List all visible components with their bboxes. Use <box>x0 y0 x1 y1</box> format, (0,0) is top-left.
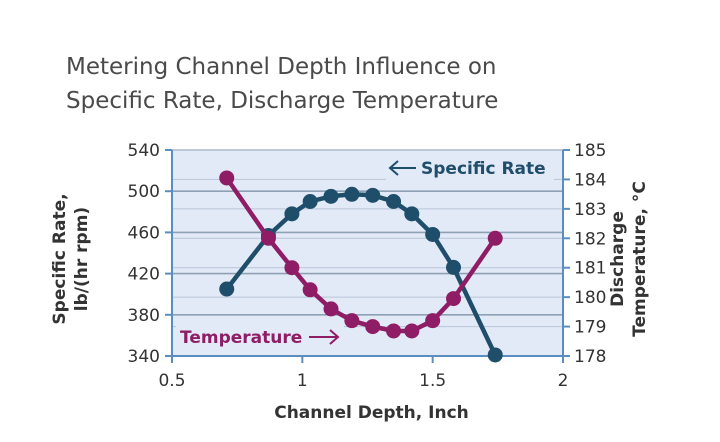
data-point-specific-rate-12 <box>487 347 503 363</box>
y2-tick-label-180: 180 <box>574 288 606 308</box>
y2-tick-label-183: 183 <box>574 200 606 220</box>
y2-tick-label-182: 182 <box>574 229 606 249</box>
data-point-specific-rate-1 <box>219 281 235 297</box>
data-point-specific-rate-3 <box>284 206 300 222</box>
data-point-specific-rate-11 <box>446 259 462 275</box>
y2-axis-title: Discharge Temperature, °C <box>608 181 650 337</box>
data-point-temperature-4 <box>302 282 318 298</box>
x-tick-label-2: 2 <box>558 371 569 391</box>
y2-tick-label-179: 179 <box>574 318 606 338</box>
y2-tick-label-181: 181 <box>574 259 606 279</box>
data-point-temperature-1 <box>219 170 235 186</box>
y2-axis-title-line-2: Temperature, °C <box>630 181 650 337</box>
data-point-specific-rate-9 <box>404 206 420 222</box>
annotation-temperature-arrowhead <box>329 329 340 345</box>
y-tick-label-500: 500 <box>128 182 160 202</box>
data-point-specific-rate-8 <box>386 194 402 209</box>
chart-title-line-2: Specific Rate, Discharge Temperature <box>66 88 499 114</box>
data-point-specific-rate-10 <box>425 226 441 242</box>
y-tick-label-340: 340 <box>128 347 160 367</box>
x-tick-label-1.5: 1.5 <box>419 371 446 391</box>
x-tick-label-0.5: 0.5 <box>158 371 185 391</box>
data-point-temperature-8 <box>386 323 402 339</box>
x-tick-label-1: 1 <box>297 371 308 391</box>
chart-title-line-1: Metering Channel Depth Influence on <box>66 54 497 80</box>
y2-axis-title-line-1: Discharge <box>608 211 628 307</box>
y-tick-label-380: 380 <box>128 306 160 326</box>
data-point-temperature-6 <box>344 313 360 329</box>
y-axis-title: Specific Rate, lb/(hr rpm) <box>50 193 92 324</box>
data-point-temperature-3 <box>284 260 300 276</box>
chart-title: Metering Channel Depth Influence on Spec… <box>66 50 666 118</box>
y-tick-label-460: 460 <box>128 223 160 243</box>
y-axis-title-line-1: Specific Rate, <box>50 193 70 324</box>
annotation-temperature: Temperature <box>180 328 302 348</box>
annotation-specific-rate-arrowhead <box>388 160 399 176</box>
data-point-temperature-9 <box>404 323 420 339</box>
data-point-specific-rate-7 <box>365 187 381 203</box>
y2-tick-label-178: 178 <box>574 347 606 367</box>
y2-tick-label-184: 184 <box>574 170 606 190</box>
data-point-specific-rate-5 <box>323 188 339 204</box>
annotation-specific-rate: Specific Rate <box>421 159 546 179</box>
y-tick-label-540: 540 <box>128 141 160 161</box>
data-point-temperature-5 <box>323 301 339 317</box>
data-point-temperature-10 <box>425 313 441 329</box>
data-point-temperature-2 <box>260 230 276 246</box>
y-axis-title-line-2: lb/(hr rpm) <box>72 207 92 311</box>
data-point-specific-rate-4 <box>302 194 318 209</box>
data-point-temperature-12 <box>487 230 503 246</box>
data-point-temperature-7 <box>365 319 381 335</box>
y2-tick-label-185: 185 <box>574 141 606 161</box>
data-point-temperature-11 <box>446 291 462 307</box>
y-tick-label-420: 420 <box>128 265 160 285</box>
data-point-specific-rate-6 <box>344 186 360 202</box>
x-axis-title: Channel Depth, Inch <box>274 403 469 423</box>
